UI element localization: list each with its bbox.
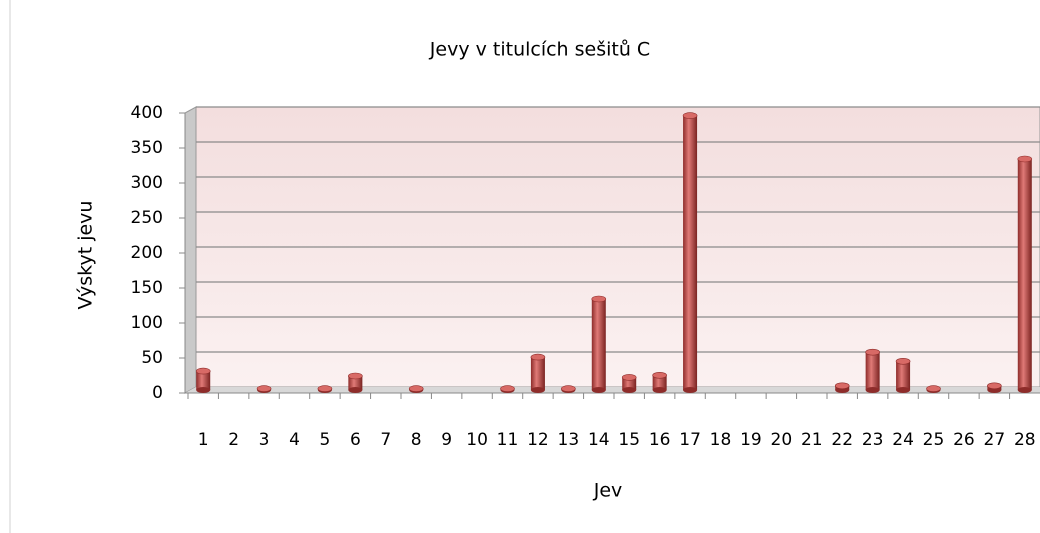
bar-base [530, 387, 545, 393]
x-tick-label: 1 [198, 430, 209, 450]
x-tick-label: 2 [228, 430, 239, 450]
x-tick-label: 26 [953, 430, 975, 450]
x-tick-label: 19 [740, 430, 762, 450]
bar-top [408, 385, 424, 392]
bar-top [500, 385, 515, 392]
x-tick-label: 15 [618, 430, 640, 450]
y-tick-label: 200 [131, 243, 163, 263]
bar [865, 352, 880, 390]
bar [896, 361, 911, 390]
bar-base [1017, 387, 1032, 393]
bar-top [256, 385, 272, 392]
x-tick-label: 27 [984, 430, 1006, 450]
x-tick-label: 11 [497, 430, 519, 450]
bar-top [317, 385, 333, 392]
bar-base [348, 387, 363, 393]
x-tick-label: 28 [1014, 430, 1036, 450]
floor [185, 387, 1040, 393]
bar-base [622, 387, 637, 393]
x-tick-label: 25 [923, 430, 945, 450]
bar-top [195, 367, 211, 375]
bar-top [834, 382, 850, 390]
bar-top [652, 371, 667, 379]
bar-base [896, 387, 911, 393]
x-axis-label: Jev [593, 480, 623, 502]
bar-base [196, 387, 211, 393]
x-tick-label: 10 [466, 430, 488, 450]
bar-top [926, 385, 941, 392]
x-tick-label: 20 [771, 430, 793, 450]
y-tick-label: 100 [131, 313, 163, 333]
x-tick-label: 23 [862, 430, 884, 450]
bar-top [865, 348, 880, 356]
y-tick-label: 150 [131, 278, 163, 298]
x-tick-label: 8 [411, 430, 422, 450]
x-tick-label: 5 [320, 430, 331, 450]
bar-base [591, 387, 606, 393]
y-tick-label: 250 [131, 208, 163, 228]
x-tick-label: 7 [380, 430, 391, 450]
bar [348, 376, 363, 390]
y-tick-label: 50 [141, 348, 163, 368]
x-tick-label: 24 [892, 430, 914, 450]
bar-top [987, 382, 1002, 390]
bar [683, 115, 698, 390]
x-tick-label: 4 [289, 430, 300, 450]
bar [530, 357, 545, 390]
y-tick-label: 300 [131, 173, 163, 193]
bar [622, 377, 637, 390]
x-tick-label: 9 [441, 430, 452, 450]
bar-base [683, 387, 698, 393]
bar [1017, 159, 1032, 390]
y-tick-label: 350 [131, 138, 163, 158]
bar-top [348, 372, 363, 380]
x-tick-label: 6 [350, 430, 361, 450]
x-tick-label: 22 [831, 430, 853, 450]
x-tick-label: 18 [710, 430, 732, 450]
bar [652, 375, 667, 390]
bar-top [621, 374, 637, 381]
y-tick-label: 400 [131, 103, 163, 123]
x-tick-label: 12 [527, 430, 549, 450]
x-tick-label: 16 [649, 430, 671, 450]
y-tick-label: 0 [152, 383, 163, 403]
bar-top [682, 112, 698, 119]
bar [591, 299, 606, 390]
side-wall [184, 106, 197, 394]
bar-top [591, 295, 607, 303]
x-tick-label: 14 [588, 430, 610, 450]
bar [196, 371, 211, 390]
bar-base [865, 387, 880, 393]
x-tick-label: 3 [259, 430, 270, 450]
x-tick-label: 21 [801, 430, 823, 450]
y-axis-label: Výskyt jevu [75, 201, 97, 310]
bar-top [1017, 155, 1033, 163]
bar-top [530, 353, 546, 361]
chart-title: Jevy v titulcích sešitů C [429, 39, 650, 61]
bar-top [561, 385, 576, 392]
bar-top [895, 357, 911, 365]
x-tick-label: 13 [558, 430, 580, 450]
x-tick-label: 17 [679, 430, 701, 450]
bar-base [652, 387, 667, 393]
